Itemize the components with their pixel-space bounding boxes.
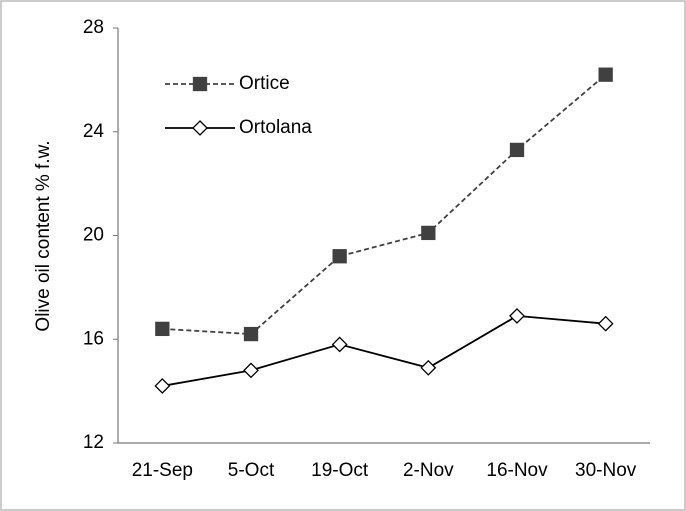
- x-tick-label: 2-Nov: [403, 460, 454, 481]
- series-line: [162, 314, 606, 387]
- data-point: [421, 225, 436, 241]
- data-point: [332, 249, 347, 264]
- legend-label: Ortice: [239, 73, 290, 94]
- y-tick-label: 24: [83, 121, 105, 142]
- y-tick-label: 28: [83, 17, 104, 38]
- y-axis-label: Olive oil content % f.w.: [33, 140, 54, 331]
- legend-label: Ortolana: [239, 117, 312, 138]
- y-tick-label: 12: [83, 432, 104, 453]
- data-point: [155, 321, 170, 337]
- y-tick-label: 20: [83, 225, 104, 246]
- x-tick-label: 21-Sep: [132, 460, 193, 481]
- data-point: [243, 326, 259, 342]
- x-tick-label: 16-Nov: [486, 460, 548, 481]
- data-point: [154, 378, 171, 394]
- data-point: [597, 315, 614, 332]
- y-tick-label: 16: [83, 328, 104, 349]
- data-point: [598, 67, 613, 82]
- series-line: [162, 74, 607, 335]
- x-tick-label: 30-Nov: [575, 460, 637, 481]
- data-point: [420, 359, 437, 376]
- data-point: [331, 336, 348, 353]
- x-tick-label: 19-Oct: [311, 460, 369, 481]
- data-point: [509, 142, 525, 158]
- x-tick-label: 5-Oct: [228, 460, 275, 481]
- legend-marker: [192, 76, 208, 92]
- data-point: [243, 362, 259, 379]
- data-point: [509, 307, 525, 324]
- legend-marker: [192, 120, 208, 136]
